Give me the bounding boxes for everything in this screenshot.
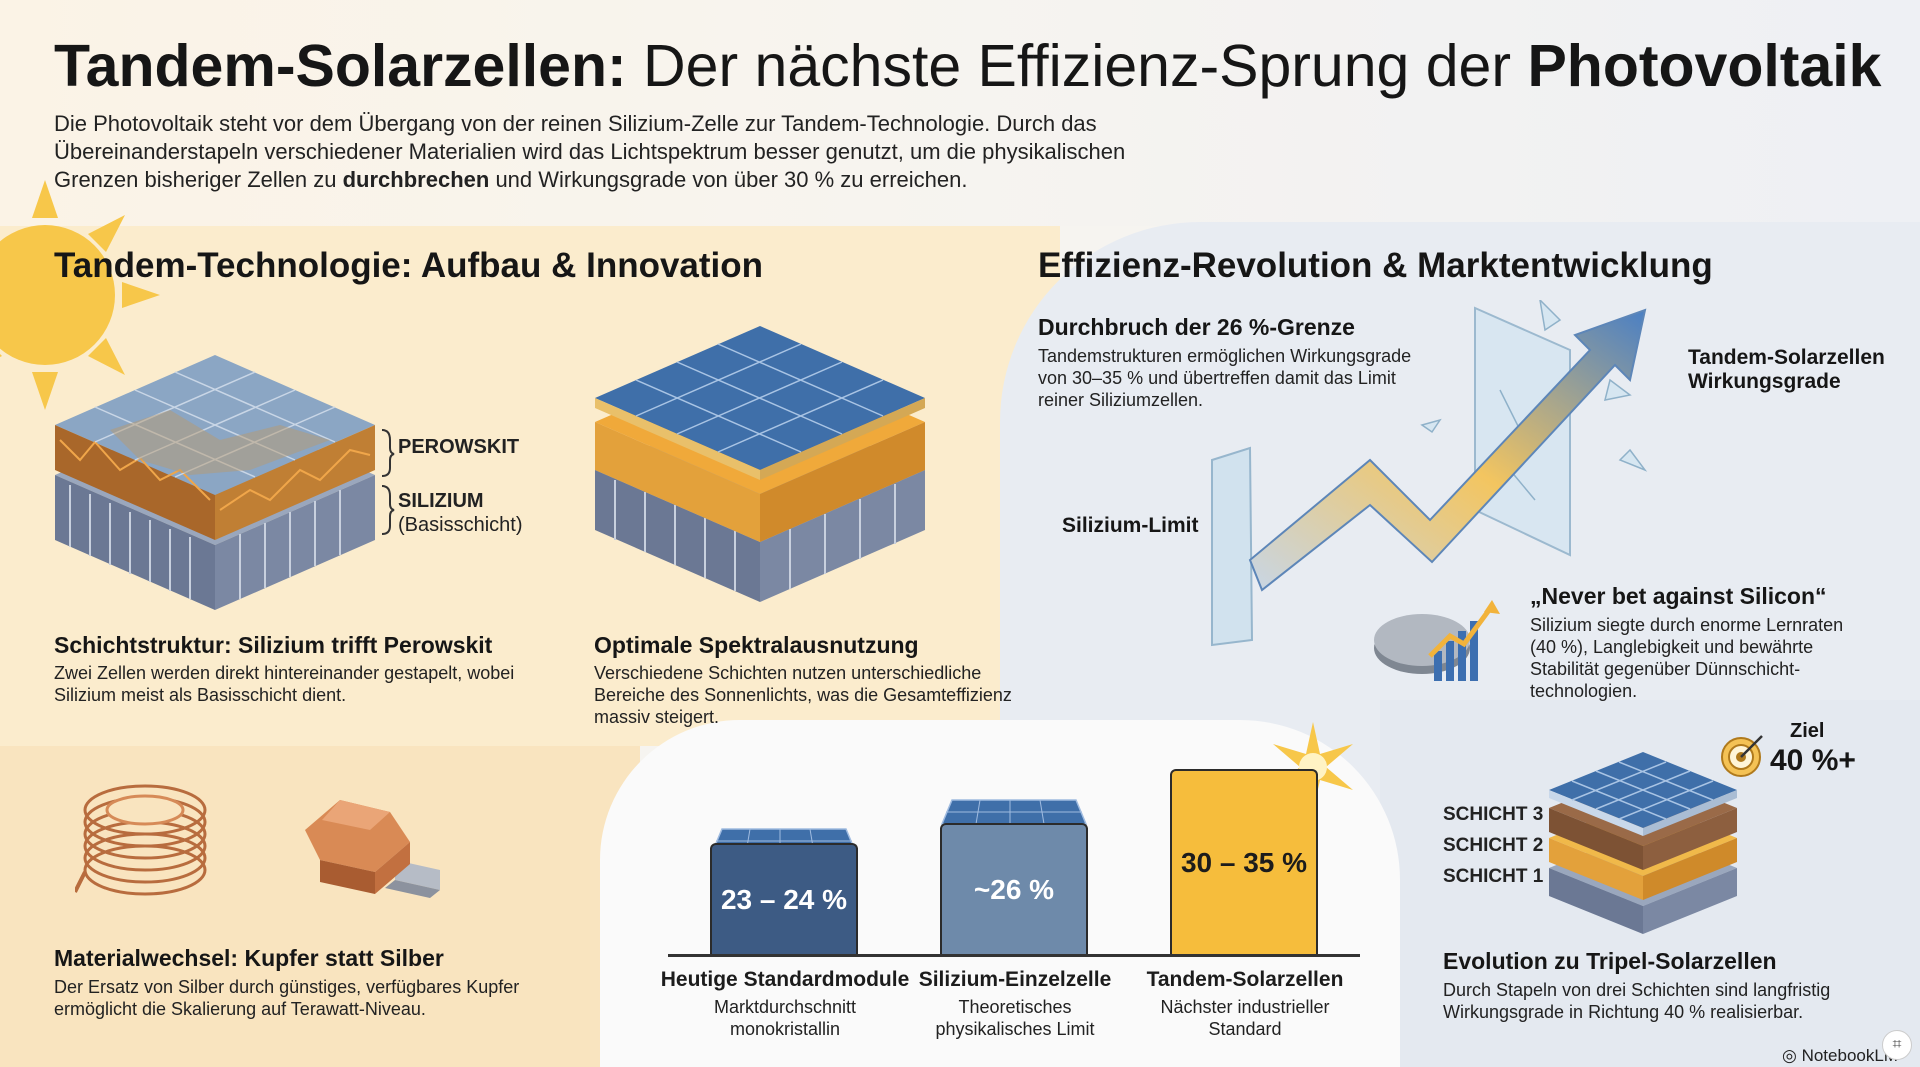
card1-text: Zwei Zellen werden direkt hintereinander…	[54, 663, 515, 705]
title-part-1: Tandem-Solarzellen:	[54, 33, 627, 99]
card3-text: Der Ersatz von Silber durch günstiges, v…	[54, 977, 520, 1019]
tandem-label-1: Tandem-Solarzellen	[1688, 346, 1885, 369]
intro-bold: durchbrechen	[342, 167, 490, 192]
left-section-heading: Tandem-Technologie: Aufbau & Innovation	[54, 246, 764, 285]
card1-title: Schichtstruktur: Silizium trifft Perowsk…	[54, 632, 493, 658]
bar-caption-2: Silizium-Einzelzelle Theoretisches physi…	[885, 968, 1145, 1040]
page-title: Tandem-Solarzellen: Der nächste Effizien…	[54, 32, 1881, 100]
bar-value-label-2: ~26 %	[973, 873, 1055, 905]
layer-label-2: SCHICHT 2	[1443, 835, 1544, 856]
copper-coil-icon	[75, 784, 207, 896]
intro-part-1: Die Photovoltaik steht vor dem Übergang …	[54, 111, 1126, 192]
header-background	[0, 0, 1920, 226]
bar-category-3: Tandem-Solarzellen	[1146, 968, 1344, 991]
goal-label: Ziel	[1790, 720, 1825, 742]
copper-bar-icon	[305, 800, 440, 898]
triple-stack-illustration	[1549, 752, 1737, 934]
bar-caption-1: Heutige Standardmodule Marktdurchschnitt…	[655, 968, 915, 1040]
bar-2: ~26 %	[940, 823, 1088, 954]
card2-text: Verschiedene Schichten nutzen unterschie…	[594, 663, 1012, 727]
bar-subtitle-3: Nächster industrieller Standard	[1160, 997, 1330, 1039]
perovskite-label: PEROWSKIT	[398, 436, 520, 458]
intro-part-2: und Wirkungsgrade von über 30 % zu errei…	[495, 167, 968, 192]
target-icon	[1721, 735, 1763, 777]
breakthrough-title: Durchbruch der 26 %-Grenze	[1038, 314, 1355, 340]
brand-logo-icon: ◎	[1782, 1046, 1797, 1065]
bar-value-label-1: 23 – 24 %	[720, 883, 848, 915]
layer-label-3: SCHICHT 3	[1443, 804, 1544, 825]
breakthrough-text: Tandemstrukturen ermöglichen Wirkungsgra…	[1038, 346, 1412, 410]
title-part-3: Photovoltaik	[1527, 33, 1882, 99]
bar-1: 23 – 24 %	[710, 843, 858, 954]
bracket-icon	[381, 429, 395, 535]
breakthrough-arrow-illustration	[1211, 300, 1648, 647]
card3-title: Materialwechsel: Kupfer statt Silber	[54, 945, 444, 971]
efficiency-bar-chart: 23 – 24 % ~26 % 30 – 35 %	[668, 722, 1360, 957]
tandem-label-2: Wirkungsgrade	[1688, 370, 1841, 393]
silicon-limit-label: Silizium-Limit	[1062, 514, 1199, 537]
quote-text: Silizium siegte durch enorme Lernraten (…	[1530, 615, 1844, 701]
right-section-heading: Effizienz-Revolution & Marktentwicklung	[1038, 246, 1713, 285]
goal-value: 40 %+	[1770, 744, 1856, 777]
material-section-background	[0, 746, 640, 1067]
tandem-stack-illustration	[55, 355, 375, 610]
triple-title: Evolution zu Tripel-Solarzellen	[1443, 948, 1777, 974]
brand-watermark: ◎ NotebookLM	[1782, 1046, 1898, 1066]
triple-text: Durch Stapeln von drei Schichten sind la…	[1443, 980, 1831, 1022]
bar-category-1: Heutige Standardmodule	[660, 968, 910, 991]
bar-caption-3: Tandem-Solarzellen Nächster industrielle…	[1115, 968, 1375, 1040]
bar-3: 30 – 35 %	[1170, 769, 1318, 954]
bar-subtitle-2: Theoretisches physikalisches Limit	[935, 997, 1095, 1039]
silicon-label: SILIZIUM	[398, 490, 484, 512]
title-part-2: Der nächste Effizienz-Sprung der	[643, 33, 1512, 99]
quote-title: „Never bet against Silicon“	[1530, 583, 1827, 609]
screenshot-tool-icon[interactable]: ⌗	[1882, 1030, 1912, 1060]
spectral-stack-illustration	[595, 326, 925, 602]
layer-label-1: SCHICHT 1	[1443, 866, 1544, 887]
card2-title: Optimale Spektralausnutzung	[594, 632, 919, 658]
brand-name: NotebookLM	[1801, 1046, 1898, 1065]
bar-subtitle-1: Marktdurchschnitt monokristallin	[713, 997, 857, 1039]
silicon-sublabel: (Basisschicht)	[398, 514, 523, 536]
sun-icon	[0, 180, 160, 410]
chart-baseline	[668, 954, 1360, 957]
bar-category-2: Silizium-Einzelzelle	[918, 968, 1112, 991]
silicon-wafer-chart-icon	[1374, 600, 1500, 681]
intro-text: Die Photovoltaik steht vor dem Übergang …	[54, 110, 1204, 194]
bar-value-label-3: 30 – 35 %	[1180, 846, 1308, 878]
